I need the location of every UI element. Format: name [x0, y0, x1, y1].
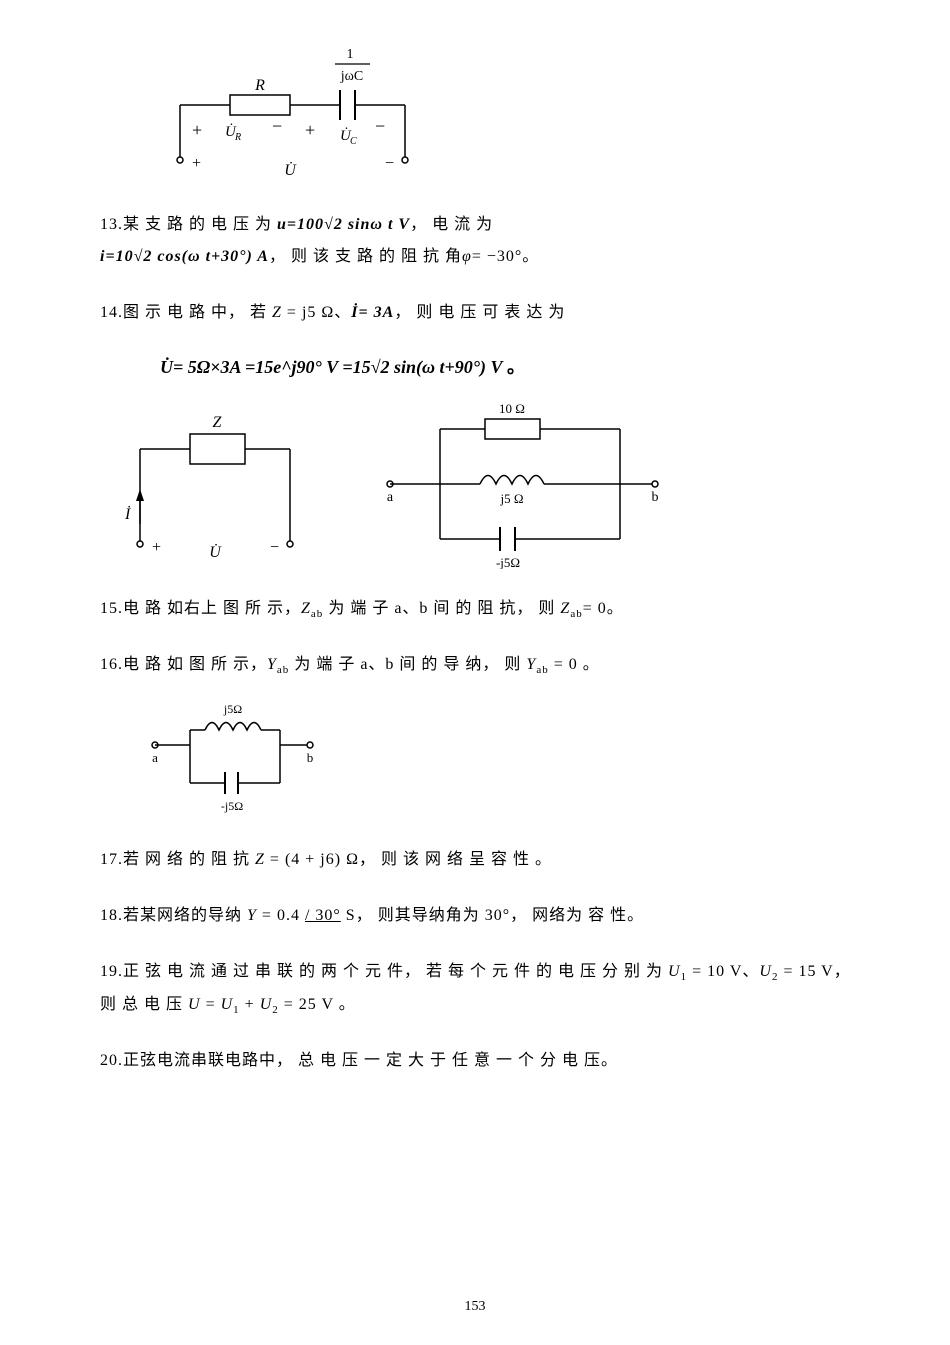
p17-z: Z — [255, 851, 265, 868]
z-label: Z — [213, 414, 223, 431]
p18-num: 18. — [100, 907, 123, 924]
p20-num: 20. — [100, 1052, 123, 1069]
uc-sub: C — [350, 136, 357, 147]
p18-y: Y — [247, 907, 257, 924]
p19-u2: U — [759, 963, 772, 980]
two-diagrams-row: Z İ + U̇ − a 10 Ω j5 Ω — [120, 399, 860, 569]
p14-ans-text: U̇= 5Ω×3A =15e^j90° V =15√2 sin(ω t+90°)… — [160, 357, 502, 377]
p14-formula-i: İ= 3A — [351, 304, 394, 321]
parallel-circuit-diagram: a 10 Ω j5 Ω -j5Ω b — [370, 399, 670, 569]
p13-text-d: = −30°。 — [472, 248, 539, 265]
p14-answer-formula: U̇= 5Ω×3A =15e^j90° V =15√2 sin(ω t+90°)… — [160, 353, 860, 379]
problem-18: 18.若某网络的导纳 Y = 0.4 / 30° S， 则其导纳角为 30°， … — [100, 900, 860, 932]
p13-phi: φ — [462, 248, 472, 265]
a4-label: a — [152, 750, 158, 765]
b4-label: b — [307, 750, 314, 765]
lc-circuit-svg: a j5Ω -j5Ω b — [140, 705, 340, 815]
b-label: b — [652, 490, 659, 505]
p19-text-e: + — [240, 996, 260, 1013]
p18-text-b: = 0.4 — [257, 907, 305, 924]
p13-formula1: u=100√2 sinω t V — [277, 216, 410, 233]
p19-text-d: = — [201, 996, 221, 1013]
frac-jwc: jωC — [340, 69, 363, 84]
i-label: İ — [124, 505, 131, 523]
j5-4-label: j5Ω — [223, 705, 242, 716]
minus-u2: − — [270, 539, 279, 556]
r-label: R — [254, 77, 265, 94]
p19-u1b: U — [221, 996, 234, 1013]
p18-text-a: 若某网络的导纳 — [123, 907, 247, 924]
p14-text-a: 图 示 电 路 中， 若 — [123, 304, 272, 321]
frac-one: 1 — [347, 47, 354, 62]
problem-13: 13.某 支 路 的 电 压 为 u=100√2 sinω t V， 电 流 为… — [100, 209, 860, 273]
p13-num: 13. — [100, 216, 123, 233]
p19-text-f: = 25 V 。 — [279, 996, 356, 1013]
p16-yab-sub2: ab — [536, 664, 548, 676]
p15-zab2: Z — [560, 600, 570, 617]
a-label: a — [387, 490, 394, 505]
j5-label: j5 Ω — [499, 491, 523, 506]
p19-text-b: = 10 V、 — [687, 963, 759, 980]
p16-yab2: Y — [526, 656, 536, 673]
problem-15: 15.电 路 如右上 图 所 示，Zab 为 端 子 a、b 间 的 阻 抗， … — [100, 593, 860, 625]
p15-zab-sub2: ab — [570, 608, 582, 620]
problem-19: 19.正 弦 电 流 通 过 串 联 的 两 个 元 件， 若 每 个 元 件 … — [100, 956, 860, 1020]
p15-text-c: = 0。 — [583, 600, 624, 617]
p19-u2b: U — [260, 996, 273, 1013]
nj5-4-label: -j5Ω — [221, 799, 243, 813]
p16-text-b: 为 端 子 a、b 间 的 导 纳， 则 — [289, 656, 526, 673]
p19-u1: U — [668, 963, 681, 980]
p17-text-a: 若 网 络 的 阻 抗 — [123, 851, 255, 868]
p13-text-a: 某 支 路 的 电 压 为 — [123, 216, 277, 233]
p17-num: 17. — [100, 851, 123, 868]
p16-text-c: = 0 。 — [549, 656, 600, 673]
problem-17: 17.若 网 络 的 阻 抗 Z = (4 + j6) Ω， 则 该 网 络 呈… — [100, 844, 860, 876]
p14-text-c: ， 则 电 压 可 表 达 为 — [394, 304, 565, 321]
rc-circuit-svg: 1 jωC R + U̇ R − + U̇ C − + U̇ − — [160, 40, 440, 180]
p15-text-b: 为 端 子 a、b 间 的 阻 抗， 则 — [323, 600, 560, 617]
plus-u: + — [192, 155, 201, 172]
p19-u: U — [188, 996, 201, 1013]
p16-num: 16. — [100, 656, 123, 673]
p14-z: Z — [272, 304, 282, 321]
ur-sub: R — [234, 132, 241, 143]
p13-formula2: i=10√2 cos(ω t+30°) A — [100, 248, 269, 265]
p18-angle: / 30° — [305, 907, 341, 924]
ten-label: 10 Ω — [499, 401, 525, 416]
u2-label: U̇ — [209, 544, 222, 561]
p15-text-a: 电 路 如右上 图 所 示， — [123, 600, 301, 617]
p14-text-b: = j5 Ω、 — [282, 304, 351, 321]
page-number: 153 — [465, 1299, 486, 1315]
p13-text-c: ， 则 该 支 路 的 阻 抗 角 — [269, 248, 462, 265]
z-circuit-diagram: Z İ + U̇ − — [120, 409, 310, 569]
lc-circuit-diagram: a j5Ω -j5Ω b — [140, 705, 860, 820]
plus-u2: + — [152, 539, 161, 556]
minus-u: − — [385, 155, 394, 172]
p19-text-a: 正 弦 电 流 通 过 串 联 的 两 个 元 件， 若 每 个 元 件 的 电… — [123, 963, 668, 980]
p16-yab-sub: ab — [277, 664, 289, 676]
u-label: U̇ — [284, 162, 297, 179]
p16-text-a: 电 路 如 图 所 示， — [123, 656, 267, 673]
problem-16: 16.电 路 如 图 所 示，Yab 为 端 子 a、b 间 的 导 纳， 则 … — [100, 649, 860, 681]
problem-20: 20.正弦电流串联电路中， 总 电 压 一 定 大 于 任 意 一 个 分 电 … — [100, 1045, 860, 1077]
problem-14: 14.图 示 电 路 中， 若 Z = j5 Ω、İ= 3A， 则 电 压 可 … — [100, 297, 860, 329]
p15-zab-sub: ab — [311, 608, 323, 620]
p15-zab: Z — [301, 600, 311, 617]
p14-num: 14. — [100, 304, 123, 321]
minus-uc: − — [375, 116, 385, 136]
p18-text-c: S， 则其导纳角为 30°， 网络为 容 性。 — [341, 907, 644, 924]
p15-num: 15. — [100, 600, 123, 617]
p20-text: 正弦电流串联电路中， 总 电 压 一 定 大 于 任 意 一 个 分 电 压。 — [123, 1052, 618, 1069]
p19-num: 19. — [100, 963, 123, 980]
p13-text-b: ， 电 流 为 — [410, 216, 493, 233]
plus-ur: + — [192, 120, 202, 140]
p16-yab: Y — [267, 656, 277, 673]
rc-circuit-diagram: 1 jωC R + U̇ R − + U̇ C − + U̇ − — [160, 40, 860, 185]
minus-ur: − — [272, 116, 282, 136]
p17-text-b: = (4 + j6) Ω， 则 该 网 络 呈 容 性 。 — [265, 851, 552, 868]
plus-uc: + — [305, 120, 315, 140]
nj5-label: -j5Ω — [496, 555, 520, 569]
